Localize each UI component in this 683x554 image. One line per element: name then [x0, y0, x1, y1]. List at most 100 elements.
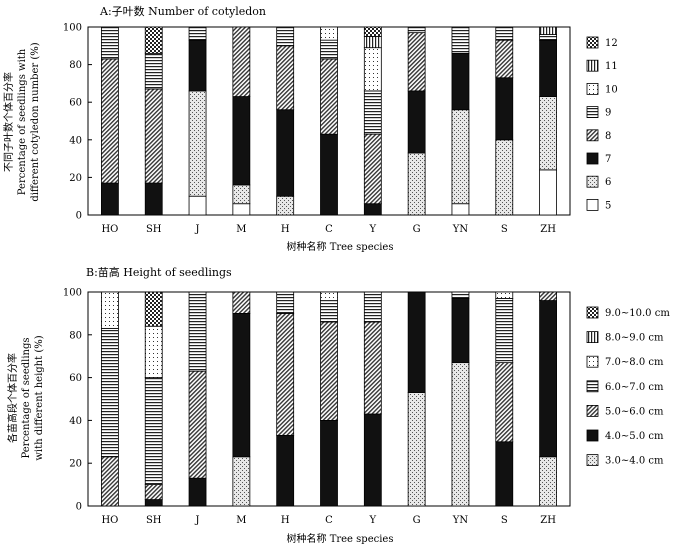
bar-segment-y-7 [363, 36, 382, 49]
panel-a-xlabel: 树种名称 Tree species [287, 240, 394, 253]
y-tick-label: 60 [69, 373, 82, 384]
bar-segment-zh-1 [539, 169, 557, 216]
y-tick-label: 0 [76, 211, 82, 222]
bar-segment-m-3 [232, 291, 251, 314]
bar-segment-c-4 [320, 300, 338, 323]
bar-segment-yn-1 [451, 362, 470, 507]
y-tick-label: 0 [76, 502, 82, 513]
bar-segment-y-4 [363, 291, 382, 323]
legend-swatch [586, 129, 599, 142]
legend-swatch [586, 152, 599, 165]
bar-segment-yn-2 [451, 109, 470, 205]
bar-segment-h-2 [276, 434, 295, 507]
panel-b-x-tick-labels: HO SH J M H C Y G YN S ZH [101, 515, 556, 526]
x-tick-label: Y [369, 515, 377, 526]
x-tick-label: M [236, 515, 246, 526]
panel-b-bars [101, 291, 557, 507]
bar-segment-zh-3 [539, 39, 557, 97]
legend-label: 9.0~10.0 cm [605, 308, 670, 319]
panel-b-axes: 0 20 40 60 80 100 [63, 288, 571, 513]
bar-segment-ho-5 [101, 291, 119, 329]
bar-segment-s-5 [495, 26, 514, 41]
bar-segment-m-3 [232, 96, 251, 186]
legend-swatch [586, 36, 599, 49]
panel-a-x-tick-labels: HO SH J M H C Y G YN S ZH [101, 224, 556, 235]
bar-segment-yn-3 [451, 52, 470, 111]
bar-segment-h-3 [276, 109, 295, 197]
panel-a-ylabel-line-3: different cotyledon number (%) [30, 42, 41, 201]
legend-label: 3.0~4.0 cm [605, 456, 664, 467]
bar-segment-y-3 [363, 321, 382, 415]
legend-label: 9 [605, 108, 611, 119]
x-tick-label: S [501, 515, 508, 526]
x-tick-label: C [325, 515, 333, 526]
bar-segment-ho-3 [101, 182, 119, 216]
legend-label: 11 [605, 61, 618, 72]
bar-segment-s-3 [495, 362, 514, 443]
bar-segment-c-3 [320, 321, 338, 421]
panel-b-xlabel: 树种名称 Tree species [287, 532, 394, 545]
x-tick-label: Y [369, 224, 377, 235]
x-tick-label: ZH [540, 224, 556, 235]
panel-a: A:子叶数 Number of cotyledon 不同子叶数个体百分率 Per… [2, 5, 618, 253]
bar-segment-yn-1 [451, 203, 470, 216]
bar-segment-j-2 [188, 477, 207, 507]
bar-segment-sh-8 [144, 26, 163, 54]
bar-segment-zh-5 [539, 34, 557, 41]
x-tick-label: J [195, 224, 200, 235]
bar-segment-h-5 [276, 26, 295, 47]
legend-swatch [586, 331, 599, 344]
bar-segment-sh-4 [144, 377, 163, 486]
legend-label: 6 [605, 177, 611, 188]
bar-segment-g-2 [407, 291, 426, 393]
bar-segment-ho-5 [101, 26, 119, 60]
bar-segment-h-2 [276, 195, 295, 216]
bar-segment-ho-3 [101, 456, 119, 507]
bar-segment-ho-4 [101, 58, 119, 184]
bar-segment-ho-4 [101, 327, 119, 458]
bar-segment-s-4 [495, 39, 514, 79]
legend-swatch [586, 355, 599, 368]
x-tick-label: J [195, 515, 200, 526]
bar-segment-j-3 [188, 370, 207, 479]
bar-segment-sh-3 [144, 484, 163, 500]
x-tick-label: M [236, 224, 246, 235]
x-tick-label: SH [146, 515, 162, 526]
legend-swatch [586, 380, 599, 393]
bar-segment-c-5 [320, 39, 338, 60]
legend-label: 8.0~9.0 cm [605, 333, 664, 344]
legend-label: 5 [605, 200, 611, 211]
bar-segment-y-5 [363, 90, 382, 135]
y-tick-label: 20 [69, 459, 82, 470]
bar-segment-yn-4 [451, 291, 470, 299]
bar-segment-h-4 [276, 291, 295, 314]
bar-segment-g-3 [407, 90, 426, 154]
legend-label: 4.0~5.0 cm [605, 431, 664, 442]
bar-segment-s-2 [495, 139, 514, 216]
y-tick-label: 100 [63, 288, 82, 299]
bar-segment-m-1 [232, 203, 251, 216]
bar-segment-c-3 [320, 133, 338, 216]
bar-segment-sh-5 [144, 325, 163, 378]
panel-a-title: A:子叶数 Number of cotyledon [99, 5, 266, 18]
x-tick-label: ZH [540, 515, 556, 526]
bar-segment-g-2 [407, 152, 426, 216]
legend-swatch [586, 454, 599, 467]
panel-b-ylabel-line-3: with different height (%) [34, 335, 45, 460]
legend-swatch [586, 175, 599, 188]
legend-label: 7 [605, 154, 611, 165]
bar-segment-h-3 [276, 312, 295, 436]
y-tick-label: 100 [63, 23, 82, 34]
bar-segment-m-1 [232, 456, 251, 507]
x-tick-label: H [281, 224, 290, 235]
panel-a-ylabel: 不同子叶数个体百分率 Percentage of seedlings with … [2, 42, 41, 201]
legend-label: 7.0~8.0 cm [605, 357, 664, 368]
bar-segment-yn-2 [451, 298, 470, 364]
legend-swatch [586, 404, 599, 417]
panel-b-ylabel: 各苗高段个体百分率 Percentage of seedlings with d… [6, 335, 45, 460]
bar-segment-s-4 [495, 298, 514, 364]
bar-segment-m-4 [232, 26, 251, 97]
bar-segment-zh-1 [539, 456, 557, 507]
